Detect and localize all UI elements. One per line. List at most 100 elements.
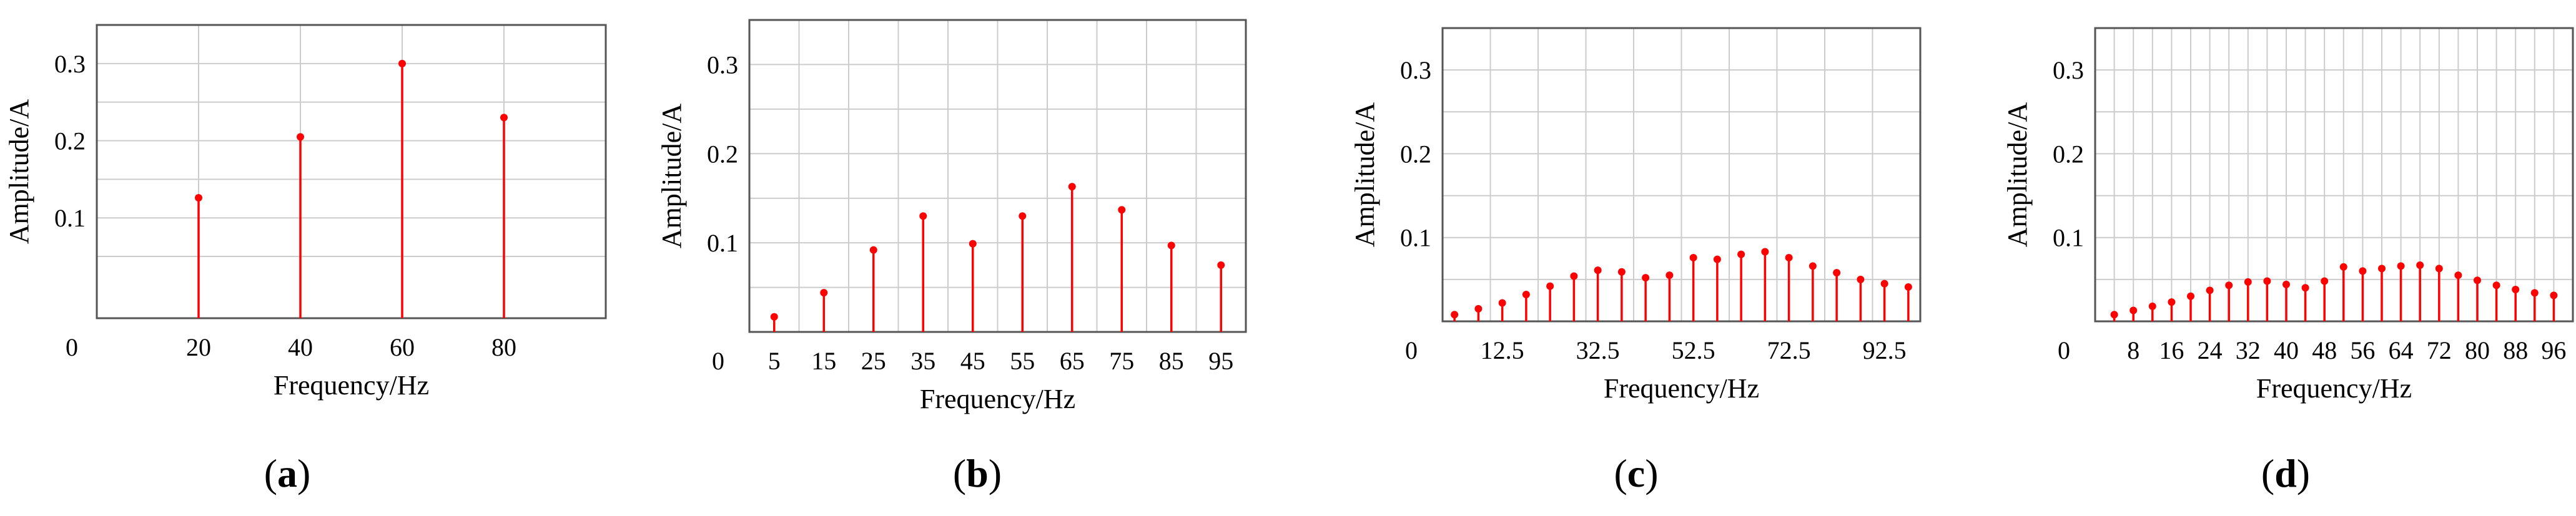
y-tick-label: 0.1 (2053, 224, 2084, 252)
origin-label: 0 (66, 333, 78, 361)
stem-marker (1713, 255, 1721, 263)
stem-marker (2492, 281, 2500, 290)
stem-marker (1833, 269, 1841, 277)
stem-marker (1737, 250, 1745, 258)
x-tick-label: 85 (1159, 347, 1184, 375)
stem-marker (2225, 281, 2233, 290)
x-tick-label: 12.5 (1481, 336, 1524, 364)
x-tick-label: 40 (288, 333, 313, 361)
y-tick-label: 0.2 (707, 140, 738, 168)
x-axis-label: Frequency/Hz (2256, 373, 2412, 404)
x-tick-label: 32 (2236, 336, 2261, 364)
plot-frame (1441, 27, 1922, 323)
stem-marker (1880, 280, 1888, 288)
x-tick-label: 35 (910, 347, 935, 375)
stem-marker (1809, 262, 1817, 270)
panel-label-letter: c (1627, 451, 1645, 495)
x-tick-label: 48 (2312, 336, 2337, 364)
x-tick-label: 65 (1060, 347, 1085, 375)
stem-marker (2168, 298, 2176, 306)
stem-marker (1546, 282, 1554, 290)
x-tick-label: 5 (768, 347, 781, 375)
stem-marker (1857, 275, 1865, 283)
stem-marker (1904, 283, 1912, 291)
x-tick-label: 15 (811, 347, 836, 375)
chart-panel-c: 0.1 0.2 0.3 12.5 32.5 52.5 72.5 92.5 0 Frequency/… (1350, 27, 1922, 404)
stem-marker (2359, 267, 2367, 275)
y-tick-label: 0.1 (1400, 224, 1431, 252)
x-tick-label: 40 (2274, 336, 2299, 364)
x-tick-label: 72.5 (1767, 336, 1811, 364)
x-axis-label: Frequency/Hz (920, 384, 1075, 414)
y-tick-label: 0.1 (54, 204, 86, 232)
x-tick-label: 95 (1208, 347, 1233, 375)
stem-marker (1019, 212, 1027, 220)
stem-marker (1118, 206, 1126, 214)
stem-marker (2454, 271, 2462, 280)
x-tick-label: 16 (2159, 336, 2184, 364)
chart-panel-d: 0.1 0.2 0.3 8 16 24 32 40 48 56 64 72 80 88 96 0 Frequen… (2002, 27, 2574, 404)
plot-frame (2094, 27, 2574, 323)
panel-label-d: (d) (2261, 451, 2310, 495)
y-tick-label: 0.3 (2053, 56, 2084, 84)
stem-marker (297, 133, 304, 141)
stem-marker (1594, 266, 1602, 275)
x-tick-label: 88 (2503, 336, 2528, 364)
stem-marker (2282, 280, 2290, 288)
y-axis-label: Amplitude/A (2002, 102, 2033, 247)
y-axis-label: Amplitude/A (656, 104, 687, 248)
stem-marker (1689, 253, 1697, 261)
x-axis-label: Frequency/Hz (1604, 373, 1759, 404)
stem-marker (2206, 286, 2214, 295)
stem-marker (1068, 183, 1076, 191)
stem-marker (1167, 241, 1175, 250)
x-tick-label: 60 (390, 333, 415, 361)
y-tick-label: 0.2 (2053, 140, 2084, 168)
stem-marker (869, 246, 877, 254)
stem-marker (1785, 253, 1793, 261)
panel-label-close: ) (989, 451, 1002, 495)
x-tick-label: 24 (2198, 336, 2223, 364)
panel-label-close: ) (2297, 451, 2310, 495)
y-tick-label: 0.2 (1400, 140, 1431, 168)
panel-label-b: (b) (953, 451, 1002, 495)
x-tick-label: 20 (186, 333, 211, 361)
stem-marker (195, 194, 202, 202)
panel-label-close: ) (297, 451, 310, 495)
stem-marker (2435, 265, 2443, 273)
stem-marker (2378, 265, 2386, 273)
panel-label-open: ( (953, 451, 966, 495)
stem-marker (2187, 292, 2194, 300)
origin-label: 0 (1405, 336, 1418, 364)
stem-marker (2530, 289, 2539, 297)
panel-label-c: (c) (1614, 451, 1658, 495)
x-tick-label: 75 (1109, 347, 1134, 375)
panel-label-open: ( (2261, 451, 2274, 495)
origin-label: 0 (2058, 336, 2070, 364)
stem-marker (1217, 261, 1225, 269)
chart-panel-a: 0.1 0.2 0.3 20 40 60 80 0 Frequency/Hz Amplitude/… (4, 24, 607, 401)
stem-marker (2512, 285, 2520, 293)
panel-label-close: ) (1645, 451, 1658, 495)
x-tick-label: 92.5 (1863, 336, 1907, 364)
stem-marker (2148, 302, 2156, 310)
stem-marker (919, 212, 927, 220)
x-tick-label: 25 (861, 347, 886, 375)
stem-marker (1642, 274, 1650, 282)
stem-marker (1498, 299, 1506, 307)
stem-marker (1570, 272, 1578, 280)
stem-marker (2339, 263, 2347, 271)
x-tick-label: 80 (2465, 336, 2490, 364)
x-tick-label: 80 (491, 333, 516, 361)
origin-label: 0 (712, 347, 724, 375)
panel-label-letter: d (2274, 451, 2297, 495)
stem-marker (770, 313, 778, 321)
stem-marker (2110, 311, 2118, 319)
stem-marker (2301, 284, 2309, 292)
stem-marker (1474, 304, 1483, 313)
stem-marker (2321, 277, 2329, 285)
y-tick-label: 0.2 (54, 127, 86, 155)
stem-marker (1451, 311, 1459, 319)
y-tick-label: 0.3 (707, 51, 738, 79)
stem-marker (2474, 276, 2481, 285)
